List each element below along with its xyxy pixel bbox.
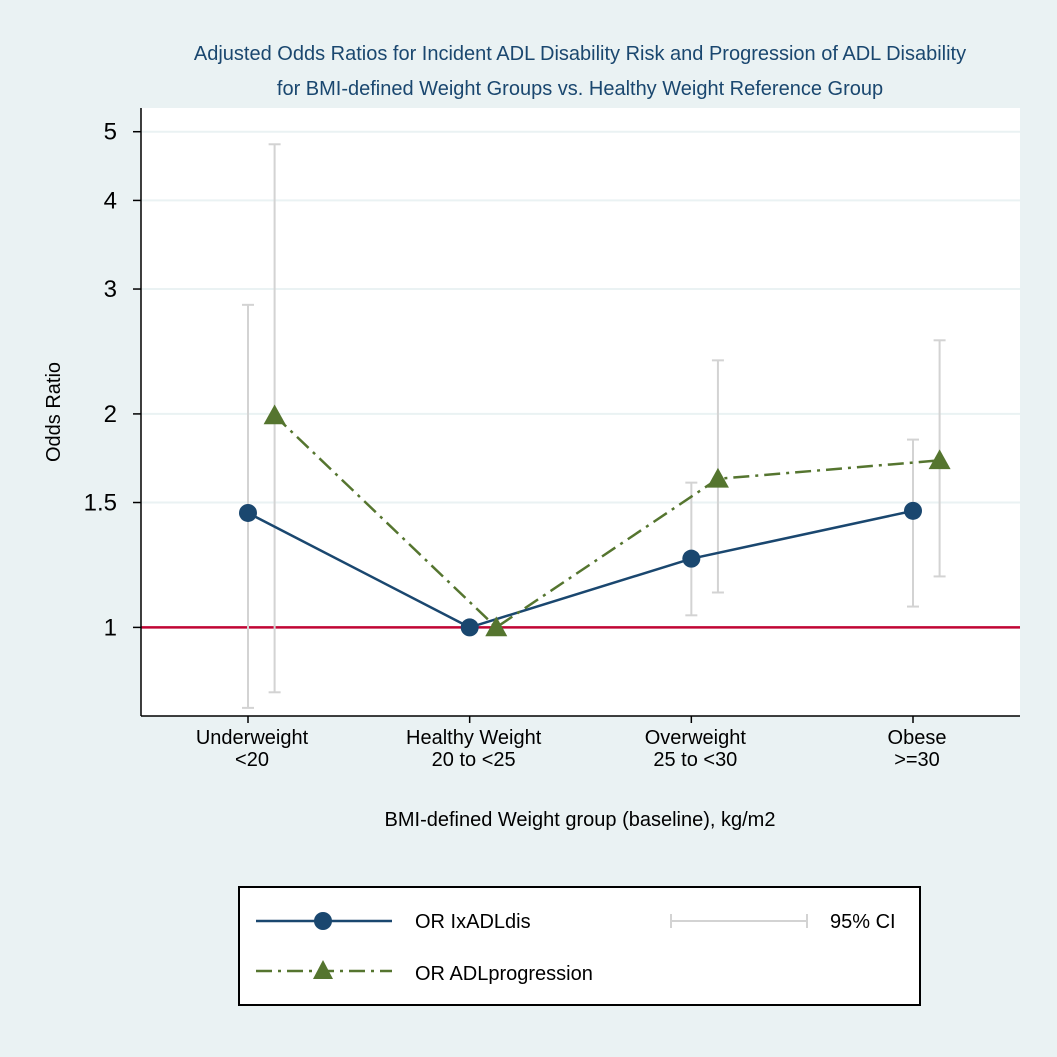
series-line-2 [273, 414, 940, 629]
series-line-1 [247, 509, 914, 629]
y-tick-label-3: 3 [104, 276, 117, 303]
y-tick-label-0: 1 [104, 614, 117, 641]
legend-label-series-2: OR ADLprogression [415, 963, 593, 985]
legend-swatch-marker-series-1 [314, 912, 332, 930]
y-tick-label-4: 4 [104, 187, 117, 214]
x-tick-label-0-line-1: Underweight [196, 727, 309, 749]
legend-box [238, 886, 921, 1006]
point-series-2-3 [928, 449, 951, 470]
point-series-2-1 [485, 616, 508, 637]
x-tick-label-3-line-2: >=30 [894, 749, 940, 771]
legend-swatch-marker-series-2 [313, 960, 333, 979]
y-tick-label-1: 1.5 [84, 490, 117, 517]
point-series-2-2 [706, 467, 729, 488]
gridlines [141, 130, 1020, 504]
x-tick-label-1-line-2: 20 to <25 [432, 749, 516, 771]
x-tick-label-2-line-1: Overweight [645, 727, 747, 749]
point-series-2-0 [263, 404, 286, 425]
point-series-1-0 [239, 503, 257, 522]
y-axis-title: Odds Ratio [43, 362, 65, 462]
series-layer [239, 404, 951, 637]
point-series-1-1 [460, 618, 479, 637]
point-series-1-3 [904, 501, 922, 520]
y-tick-label-5: 5 [104, 119, 117, 146]
y-tick-label-2: 2 [104, 401, 117, 428]
y-ticks: 1 1.5 2 3 4 5 [84, 119, 141, 641]
x-tick-label-2-line-2: 25 to <30 [653, 749, 737, 771]
x-tick-label-0-line-2: <20 [235, 749, 269, 771]
x-tick-label-1-line-1: Healthy Weight [406, 727, 542, 749]
x-tick-label-3-line-1: Obese [888, 727, 947, 749]
chart-title-line-2: for BMI-defined Weight Groups vs. Health… [277, 78, 883, 100]
legend-label-series-1: OR IxADLdis [415, 911, 531, 933]
plot-area [141, 108, 1020, 716]
legend: OR IxADLdis OR ADLprogression 95% CI [238, 886, 921, 1006]
point-series-1-2 [682, 549, 701, 568]
chart-title-line-1: Adjusted Odds Ratios for Incident ADL Di… [194, 43, 966, 65]
x-axis-title: BMI-defined Weight group (baseline), kg/… [385, 809, 776, 831]
legend-label-ci: 95% CI [830, 911, 896, 933]
